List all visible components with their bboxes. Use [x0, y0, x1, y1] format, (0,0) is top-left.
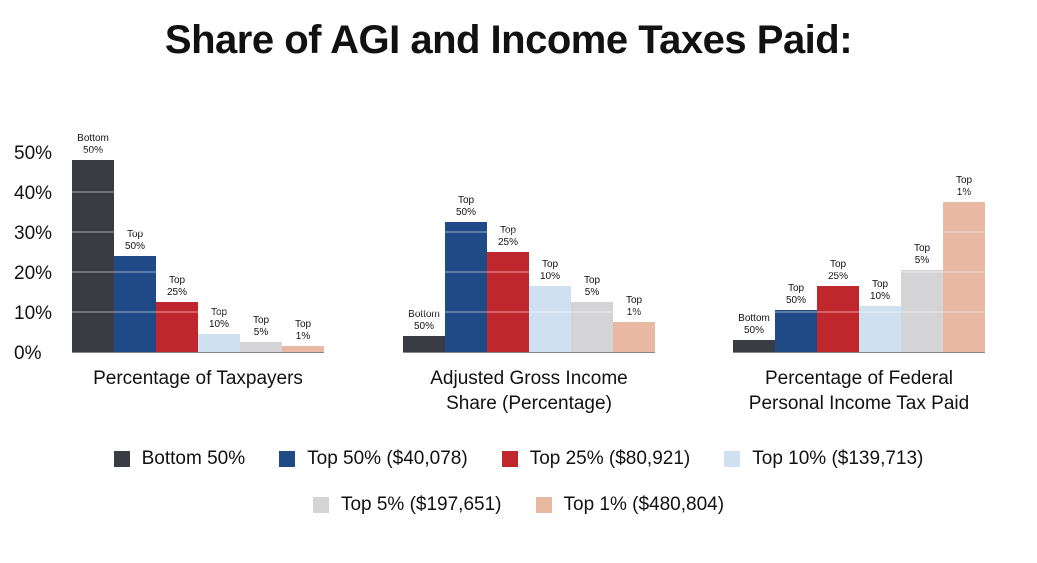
bar	[733, 340, 775, 352]
y-tick-label: 0%	[14, 343, 42, 364]
data-label: Top	[956, 175, 973, 186]
data-label: Top	[914, 243, 931, 254]
legend-label: Bottom 50%	[141, 448, 246, 469]
data-label: Bottom	[77, 133, 109, 144]
category-label: Adjusted Gross Income	[430, 368, 627, 389]
bar	[817, 286, 859, 352]
legend-label: Top 5% ($197,651)	[340, 494, 502, 515]
bar	[901, 270, 943, 352]
category-label: Share (Percentage)	[446, 393, 612, 414]
data-label: 1%	[296, 331, 311, 342]
data-label: Top	[626, 295, 643, 306]
bar	[571, 302, 613, 352]
bar	[529, 286, 571, 352]
y-tick-label: 20%	[14, 263, 52, 284]
legend-item: Bottom 50%	[113, 448, 246, 470]
data-label: Top	[830, 259, 847, 270]
legend-swatch	[279, 451, 296, 467]
legend-row-2: Top 5% ($197,651) Top 1% ($480,804)	[0, 494, 1037, 516]
legend-item: Top 50% ($40,078)	[279, 448, 468, 470]
legend-swatch	[113, 451, 130, 467]
legend: Bottom 50% Top 50% ($40,078) Top 25% ($80,…	[0, 448, 1037, 540]
legend-swatch	[312, 497, 329, 513]
bar	[114, 256, 156, 352]
bar	[775, 310, 817, 352]
legend-item: Top 10% ($139,713)	[724, 448, 923, 470]
data-label: Bottom	[408, 309, 440, 320]
data-label: 50%	[456, 207, 476, 218]
legend-swatch	[501, 451, 518, 467]
data-label: 25%	[828, 271, 848, 282]
bar	[72, 160, 114, 352]
data-label: 5%	[915, 255, 930, 266]
data-label: Top	[500, 225, 517, 236]
bar	[859, 306, 901, 352]
data-label: 10%	[209, 319, 229, 330]
legend-row-1: Bottom 50% Top 50% ($40,078) Top 25% ($80,…	[0, 448, 1037, 470]
category-label: Percentage of Taxpayers	[93, 368, 303, 389]
data-label: Top	[872, 279, 889, 290]
legend-label: Top 10% ($139,713)	[752, 448, 924, 469]
grouped-bar-chart: 0%10%20%30%40%50%Bottom50%Top50%Top25%To…	[14, 133, 985, 414]
bar	[613, 322, 655, 352]
y-tick-label: 50%	[14, 143, 52, 164]
bar	[198, 334, 240, 352]
y-tick-label: 30%	[14, 223, 52, 244]
data-label: Top	[788, 283, 805, 294]
data-label: 50%	[744, 325, 764, 336]
chart-title: Share of AGI and Income Taxes Paid:	[164, 18, 853, 62]
y-tick-label: 10%	[14, 303, 52, 324]
data-label: 50%	[125, 241, 145, 252]
legend-label: Top 50% ($40,078)	[307, 448, 468, 469]
category-label: Percentage of Federal	[765, 368, 953, 389]
data-label: Top	[253, 315, 270, 326]
data-label: 5%	[585, 287, 600, 298]
data-label: 10%	[540, 271, 560, 282]
data-label: Top	[542, 259, 559, 270]
legend-item: Top 5% ($197,651)	[312, 494, 502, 516]
bar	[282, 346, 324, 352]
bar	[156, 302, 198, 352]
data-label: Top	[169, 275, 186, 286]
data-label: 50%	[786, 295, 806, 306]
legend-label: Top 1% ($480,804)	[563, 494, 725, 515]
data-label: Bottom	[738, 313, 770, 324]
data-label: 10%	[870, 291, 890, 302]
y-tick-label: 40%	[14, 183, 52, 204]
legend-swatch	[535, 497, 552, 513]
legend-label: Top 25% ($80,921)	[529, 448, 691, 469]
category-label: Personal Income Tax Paid	[749, 393, 969, 414]
data-label: 25%	[167, 287, 187, 298]
data-label: 50%	[414, 321, 434, 332]
legend-item: Top 25% ($80,921)	[501, 448, 691, 470]
bar	[403, 336, 445, 352]
bar	[943, 202, 985, 352]
legend-item: Top 1% ($480,804)	[535, 494, 725, 516]
data-label: Top	[584, 275, 601, 286]
legend-swatch	[724, 451, 741, 467]
data-label: Top	[295, 319, 312, 330]
data-label: 5%	[254, 327, 269, 338]
bar	[487, 252, 529, 352]
data-label: 50%	[83, 145, 103, 156]
bar	[445, 222, 487, 352]
data-label: Top	[127, 229, 144, 240]
data-label: Top	[458, 195, 475, 206]
bar	[240, 342, 282, 352]
data-label: 25%	[498, 237, 518, 248]
